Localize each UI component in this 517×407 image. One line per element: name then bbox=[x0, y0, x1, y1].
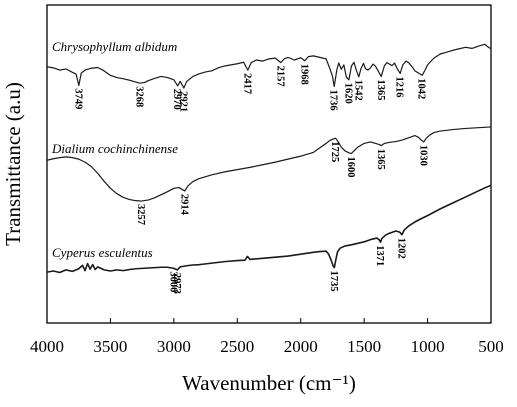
peak-label: 2973 bbox=[171, 273, 182, 294]
peak-label: 1030 bbox=[417, 145, 428, 166]
peak-label: 2417 bbox=[241, 73, 252, 94]
peak-label: 1202 bbox=[395, 238, 406, 259]
x-axis-title: Wavenumber (cm⁻¹) bbox=[182, 371, 356, 395]
series-name-1: Chrysophyllum albidum bbox=[52, 39, 177, 54]
x-tick-label: 1000 bbox=[411, 337, 445, 356]
peak-label: 3257 bbox=[135, 204, 146, 225]
peak-label: 1542 bbox=[352, 80, 363, 101]
peak-label: 1620 bbox=[342, 83, 353, 104]
series-name-2: Dialium cochinchinense bbox=[51, 141, 178, 156]
peak-label: 1725 bbox=[329, 141, 340, 162]
peak-label: 2970 bbox=[171, 89, 182, 110]
series-name-3: Cyperus esculentus bbox=[52, 245, 153, 260]
peak-label: 3749 bbox=[72, 88, 83, 109]
x-tick-label: 3500 bbox=[93, 337, 127, 356]
x-tick-label: 500 bbox=[478, 337, 504, 356]
peak-label: 1365 bbox=[375, 80, 386, 101]
x-axis-ticks: 4000 3500 3000 2500 2000 1500 1000 500 bbox=[30, 318, 504, 356]
spectrum-line-3 bbox=[46, 184, 492, 274]
y-axis-title: Transmittance (a.u) bbox=[1, 82, 25, 246]
peak-label: 2914 bbox=[178, 194, 189, 216]
series-labels: Chrysophyllum albidum Dialium cochinchine… bbox=[51, 39, 178, 260]
x-tick-label: 2000 bbox=[284, 337, 318, 356]
peak-label: 1736 bbox=[328, 90, 339, 111]
peak-label: 2157 bbox=[274, 66, 285, 87]
peak-label: 1365 bbox=[375, 149, 386, 170]
x-tick-label: 1500 bbox=[347, 337, 381, 356]
peak-label: 1735 bbox=[328, 271, 339, 292]
spectra-lines bbox=[46, 43, 492, 274]
peak-label: 1042 bbox=[416, 78, 427, 99]
plot-area-frame bbox=[46, 4, 492, 324]
x-tick-label: 3000 bbox=[157, 337, 191, 356]
peak-label: 1216 bbox=[394, 77, 405, 98]
peak-label: 3000 bbox=[167, 271, 178, 292]
peak-label: 1600 bbox=[345, 157, 356, 178]
peak-label: 1968 bbox=[298, 64, 309, 85]
peak-label: 3268 bbox=[133, 86, 144, 107]
peak-label: 2921 bbox=[177, 91, 188, 112]
x-tick-label: 4000 bbox=[30, 337, 64, 356]
peak-label: 1371 bbox=[374, 245, 385, 266]
spectrum-line-1 bbox=[46, 43, 492, 89]
spectrum-line-2 bbox=[46, 126, 492, 202]
x-tick-label: 2500 bbox=[220, 337, 254, 356]
